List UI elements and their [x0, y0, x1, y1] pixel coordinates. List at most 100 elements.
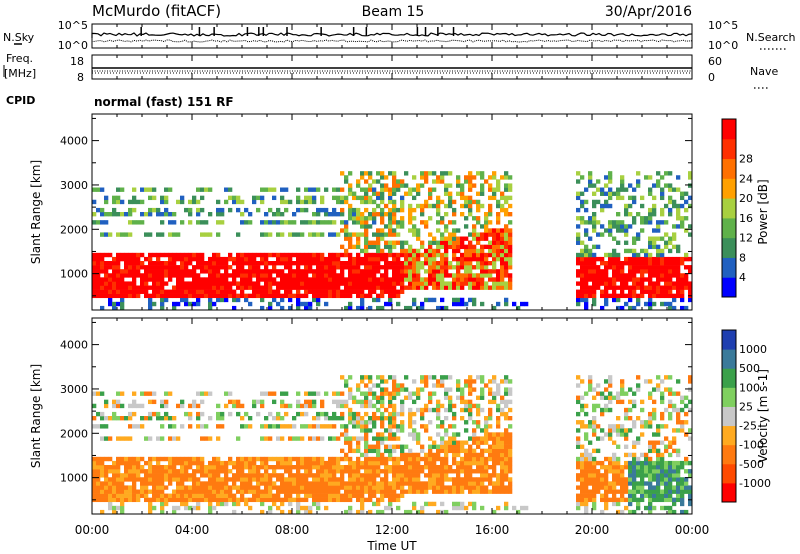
data-cell — [312, 403, 317, 409]
data-cell — [380, 228, 385, 233]
data-cell — [152, 399, 157, 405]
data-cell — [504, 256, 509, 262]
data-cell — [256, 477, 261, 482]
data-cell — [664, 273, 669, 278]
data-cell — [644, 505, 649, 511]
data-cell — [424, 473, 429, 478]
data-cell — [580, 485, 585, 490]
data-cell — [124, 281, 129, 286]
data-cell — [380, 477, 385, 482]
data-cell — [292, 277, 297, 282]
data-cell — [196, 411, 201, 417]
data-cell — [448, 444, 453, 449]
data-cell — [508, 281, 513, 286]
data-cell — [296, 456, 301, 462]
data-cell — [400, 216, 405, 221]
data-cell — [160, 505, 165, 511]
data-cell — [508, 212, 513, 217]
data-cell — [480, 395, 485, 400]
data-cell — [388, 465, 393, 470]
data-cell — [192, 256, 197, 262]
data-cell — [152, 477, 157, 482]
data-cell — [592, 244, 597, 250]
data-cell — [488, 183, 493, 188]
data-cell — [480, 232, 485, 237]
data-cell — [324, 281, 329, 286]
data-cell — [320, 252, 325, 258]
data-cell — [184, 489, 189, 494]
data-cell — [420, 171, 425, 176]
data-cell — [396, 273, 401, 278]
data-cell — [592, 505, 597, 511]
data-cell — [240, 265, 245, 270]
data-cell — [632, 497, 637, 503]
data-cell — [640, 289, 645, 294]
data-cell — [244, 269, 249, 274]
data-cell — [648, 509, 653, 515]
data-cell — [652, 207, 657, 213]
data-cell — [592, 289, 597, 294]
data-cell — [668, 240, 673, 245]
data-cell — [312, 473, 317, 478]
data-cell — [240, 277, 245, 282]
data-cell — [408, 305, 413, 311]
data-cell — [364, 269, 369, 274]
data-cell — [200, 391, 205, 396]
data-cell — [160, 424, 165, 429]
data-cell — [620, 399, 625, 405]
data-cell — [216, 473, 221, 478]
data-cell — [648, 391, 653, 396]
data-cell — [492, 187, 497, 192]
data-cell — [292, 281, 297, 286]
data-cell — [644, 252, 649, 258]
data-cell — [396, 387, 401, 392]
data-cell — [432, 460, 437, 466]
data-cell — [452, 436, 457, 441]
data-cell — [200, 207, 205, 213]
data-cell — [244, 281, 249, 286]
data-cell — [284, 265, 289, 270]
data-cell — [664, 469, 669, 474]
data-cell — [468, 469, 473, 474]
data-cell — [360, 452, 365, 458]
data-cell — [400, 248, 405, 254]
data-cell — [404, 395, 409, 400]
data-cell — [136, 456, 141, 462]
data-cell — [372, 485, 377, 490]
data-cell — [468, 379, 473, 384]
data-cell — [468, 456, 473, 462]
data-cell — [444, 261, 449, 266]
data-cell — [504, 240, 509, 245]
data-cell — [168, 256, 173, 262]
data-cell — [480, 187, 485, 192]
data-cell — [360, 460, 365, 466]
data-cell — [288, 460, 293, 466]
data-cell — [484, 428, 489, 433]
data-cell — [348, 256, 353, 262]
data-cell — [508, 460, 513, 466]
data-cell — [344, 195, 349, 201]
data-cell — [112, 469, 117, 474]
data-cell — [312, 481, 317, 486]
data-cell — [120, 416, 125, 421]
data-cell — [608, 375, 613, 380]
data-cell — [160, 285, 165, 290]
data-cell — [508, 256, 513, 262]
data-cell — [444, 465, 449, 470]
data-cell — [312, 460, 317, 466]
data-cell — [476, 220, 481, 225]
data-cell — [472, 248, 477, 254]
data-cell — [308, 265, 313, 270]
data-cell — [236, 399, 241, 405]
data-cell — [364, 375, 369, 380]
data-cell — [176, 456, 181, 462]
data-cell — [392, 387, 397, 392]
data-cell — [388, 293, 393, 299]
data-cell — [304, 460, 309, 466]
data-cell — [676, 285, 681, 290]
data-cell — [448, 244, 453, 250]
data-cell — [440, 261, 445, 266]
data-cell — [328, 261, 333, 266]
data-cell — [384, 473, 389, 478]
data-cell — [304, 403, 309, 409]
